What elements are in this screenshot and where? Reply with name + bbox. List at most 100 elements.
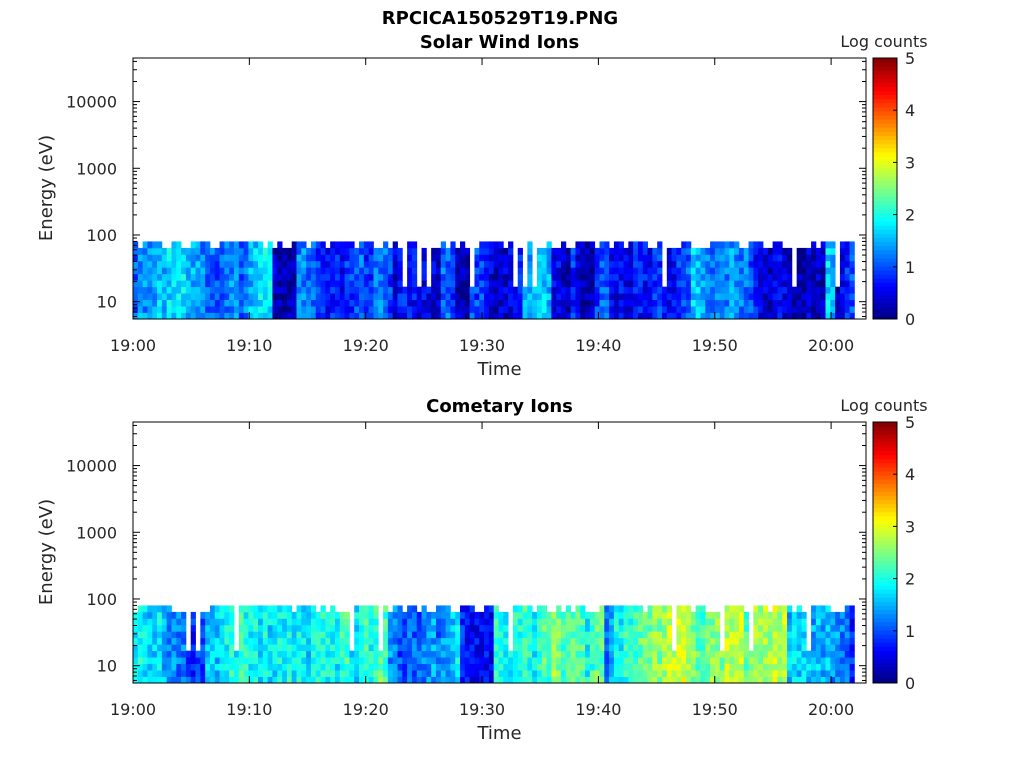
spectrogram-cell: [181, 293, 187, 301]
spectrogram-cell: [815, 624, 822, 632]
spectrogram-cell: [133, 286, 139, 294]
spectrogram-cell: [738, 605, 745, 613]
spectrogram-cell: [594, 650, 600, 658]
x-tick-label: 20:00: [808, 700, 854, 719]
spectrogram-cell: [166, 624, 172, 632]
spectrogram-cell: [354, 611, 360, 619]
spectrogram-cell: [142, 312, 148, 320]
spectrogram-cell: [248, 306, 254, 313]
spectrogram-cell: [282, 312, 288, 320]
spectrogram-cell: [633, 260, 639, 268]
spectrogram-cell: [546, 618, 552, 626]
spectrogram-cell: [662, 650, 668, 658]
spectrogram-cell: [585, 657, 591, 665]
spectrogram-cell: [825, 293, 831, 301]
spectrogram-cell: [508, 286, 514, 294]
spectrogram-cell: [676, 624, 682, 632]
spectrogram-cell: [185, 663, 192, 671]
spectrogram-cell: [565, 670, 572, 677]
spectrogram-cell: [633, 312, 639, 320]
spectrogram-cell: [532, 637, 538, 645]
spectrogram-cell: [392, 650, 398, 658]
spectrogram-cell: [541, 260, 547, 268]
spectrogram-cell: [714, 644, 721, 652]
spectrogram-cell: [825, 663, 831, 671]
spectrogram-cell: [262, 247, 269, 255]
spectrogram-cell: [710, 670, 716, 677]
spectrogram-cell: [464, 670, 471, 677]
spectrogram-cell: [137, 312, 144, 320]
spectrogram-cell: [142, 631, 148, 639]
spectrogram-cell: [137, 260, 144, 268]
spectrogram-cell: [238, 644, 245, 652]
spectrogram-cell: [652, 644, 658, 652]
spectrogram-cell: [565, 267, 572, 275]
spectrogram-cell: [839, 247, 846, 255]
spectrogram-cell: [618, 280, 624, 288]
spectrogram-cell: [609, 306, 615, 313]
spectrogram-cell: [258, 650, 264, 658]
spectrogram-cell: [407, 611, 413, 619]
spectrogram-cell: [556, 657, 562, 665]
spectrogram-cell: [339, 293, 345, 301]
spectrogram-cell: [339, 663, 345, 671]
spectrogram-cell: [662, 611, 668, 619]
spectrogram-cell: [137, 631, 144, 639]
spectrogram-cell: [791, 663, 798, 671]
spectrogram-cell: [488, 611, 495, 619]
spectrogram-cell: [392, 670, 398, 677]
spectrogram-cell: [354, 280, 360, 288]
spectrogram-cell: [493, 247, 499, 255]
spectrogram-cell: [695, 299, 701, 307]
spectrogram-cell: [782, 637, 788, 645]
spectrogram-cell: [224, 306, 230, 313]
spectrogram-cell: [791, 611, 798, 619]
spectrogram-cell: [445, 306, 451, 313]
spectrogram-cell: [527, 299, 533, 307]
spectrogram-cell: [296, 306, 302, 313]
spectrogram-cell: [801, 312, 807, 320]
spectrogram-cell: [455, 676, 461, 684]
spectrogram-cell: [325, 611, 331, 619]
spectrogram-cell: [686, 676, 692, 684]
x-tick-label: 19:00: [110, 336, 156, 355]
spectrogram-cell: [801, 286, 807, 294]
spectrogram-cell: [460, 618, 466, 626]
spectrogram-cell: [253, 624, 259, 632]
spectrogram-cell: [190, 650, 196, 658]
spectrogram-cell: [575, 241, 581, 249]
spectrogram-cell: [248, 293, 254, 301]
spectrogram-cell: [373, 637, 379, 645]
spectrogram-cell: [700, 605, 706, 613]
spectrogram-cell: [209, 605, 216, 613]
spectrogram-cell: [849, 611, 855, 619]
spectrogram-cell: [171, 241, 177, 249]
spectrogram-cell: [147, 650, 153, 658]
spectrogram-cell: [142, 280, 148, 288]
spectrogram-cell: [508, 267, 514, 275]
spectrogram-cell: [330, 280, 336, 288]
spectrogram-cell: [551, 293, 557, 301]
spectrogram-cell: [647, 670, 653, 677]
spectrogram-cell: [580, 280, 586, 288]
spectrogram-cell: [811, 280, 817, 288]
spectrogram-cell: [147, 644, 153, 652]
spectrogram-cell: [777, 670, 783, 677]
spectrogram-cell: [354, 605, 360, 613]
spectrogram-cell: [262, 260, 269, 268]
spectrogram-cell: [811, 663, 817, 671]
spectrogram-cell: [844, 650, 850, 658]
spectrogram-cell: [541, 670, 547, 677]
spectrogram-cell: [411, 670, 418, 677]
spectrogram-cell: [811, 618, 817, 626]
spectrogram-cell: [262, 670, 269, 677]
spectrogram-cell: [758, 299, 764, 307]
spectrogram-cell: [166, 293, 172, 301]
spectrogram-cell: [690, 657, 697, 665]
spectrogram-cell: [767, 624, 774, 632]
spectrogram-cell: [171, 312, 177, 320]
spectrogram-cell: [512, 670, 519, 677]
spectrogram-cell: [762, 273, 769, 281]
spectrogram-cell: [205, 254, 211, 262]
spectrogram-cell: [705, 637, 711, 645]
